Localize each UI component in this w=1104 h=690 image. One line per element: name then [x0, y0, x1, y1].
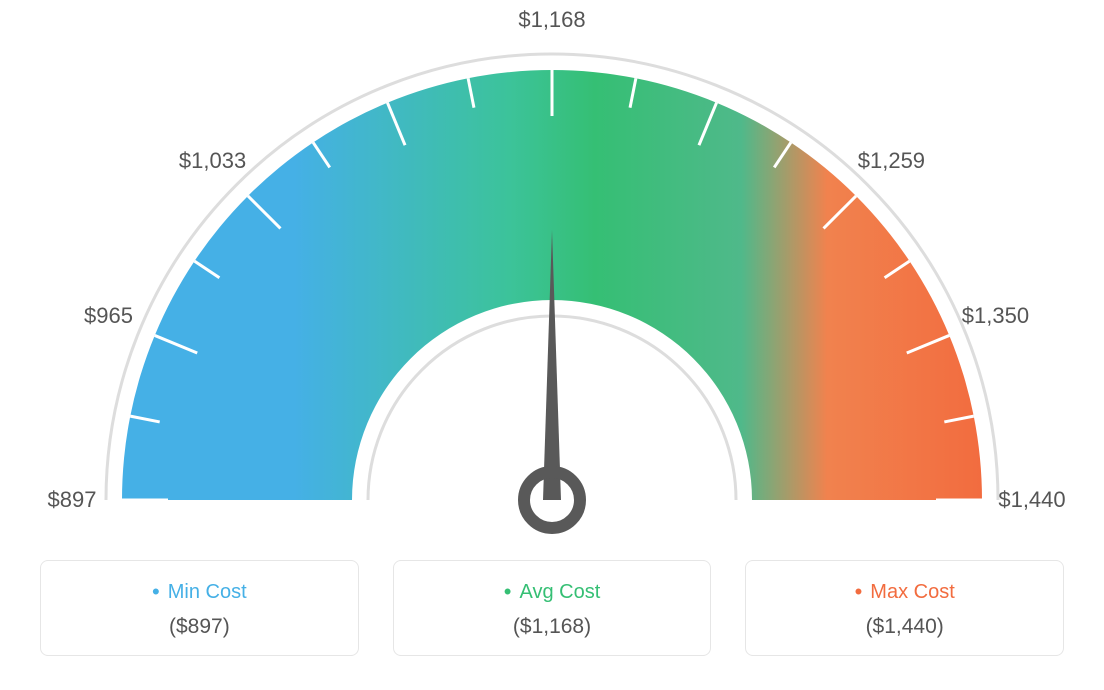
gauge-tick-label: $897 [48, 487, 97, 513]
gauge-tick-label: $1,033 [179, 148, 246, 174]
legend-card-label: Avg Cost [404, 579, 701, 605]
gauge-tick-label: $1,350 [962, 303, 1029, 329]
gauge-tick-label: $1,259 [858, 148, 925, 174]
legend-card: Avg Cost ($1,168) [393, 560, 712, 656]
gauge-tick-label: $1,168 [518, 7, 585, 33]
legend-row: Min Cost ($897) Avg Cost ($1,168) Max Cost ($… [0, 560, 1104, 656]
gauge-tick-label: $965 [84, 303, 133, 329]
gauge-svg [0, 0, 1104, 560]
legend-card-label: Min Cost [51, 579, 348, 605]
legend-card: Min Cost ($897) [40, 560, 359, 656]
gauge-chart: $897 $965 $1,033 $1,168 $1,259 $1,350 $1,440 [0, 0, 1104, 560]
legend-card-label: Max Cost [756, 579, 1053, 605]
legend-card-value: ($897) [51, 615, 348, 639]
legend-card-value: ($1,168) [404, 615, 701, 639]
legend-card: Max Cost ($1,440) [745, 560, 1064, 656]
gauge-tick-label: $1,440 [998, 487, 1065, 513]
legend-card-value: ($1,440) [756, 615, 1053, 639]
